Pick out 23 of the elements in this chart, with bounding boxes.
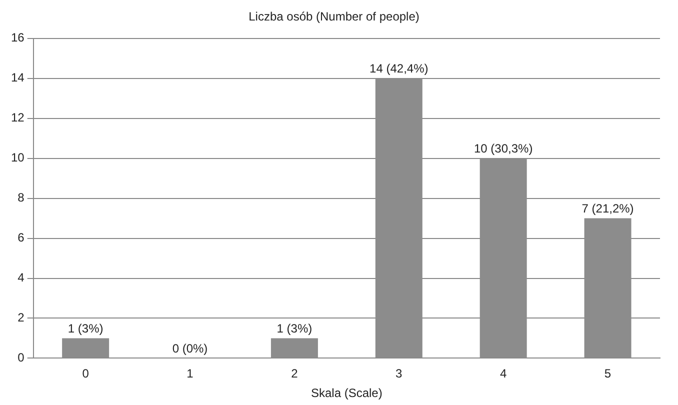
y-tick-label: 2 bbox=[18, 310, 25, 325]
y-tick-label: 16 bbox=[10, 30, 25, 45]
data-label: 14 (42,4%) bbox=[370, 62, 428, 76]
x-tick-label: 1 bbox=[186, 366, 194, 381]
x-tick-label: 0 bbox=[82, 366, 90, 381]
x-tick-label: 3 bbox=[396, 366, 403, 381]
y-tick-label: 6 bbox=[18, 230, 25, 245]
data-label: 1 (3%) bbox=[68, 322, 104, 336]
y-tick-label: 10 bbox=[10, 150, 25, 165]
data-label: 1 (3%) bbox=[276, 322, 312, 336]
data-label: 7 (21,2%) bbox=[582, 202, 634, 216]
chart-title: Liczba osób (Number of people) bbox=[248, 10, 420, 24]
x-tick-label: 4 bbox=[500, 366, 507, 381]
x-axis-title: Skala (Scale) bbox=[310, 386, 382, 400]
x-tick-label: 2 bbox=[291, 366, 298, 381]
y-tick-label: 12 bbox=[10, 110, 25, 125]
y-tick-label: 0 bbox=[18, 350, 25, 365]
x-tick-label: 5 bbox=[604, 366, 612, 381]
y-tick-label: 14 bbox=[10, 70, 25, 85]
y-tick-label: 8 bbox=[18, 190, 25, 205]
data-label: 10 (30,3%) bbox=[474, 142, 533, 156]
y-tick-label: 4 bbox=[18, 270, 25, 285]
data-label: 0 (0%) bbox=[172, 342, 208, 356]
